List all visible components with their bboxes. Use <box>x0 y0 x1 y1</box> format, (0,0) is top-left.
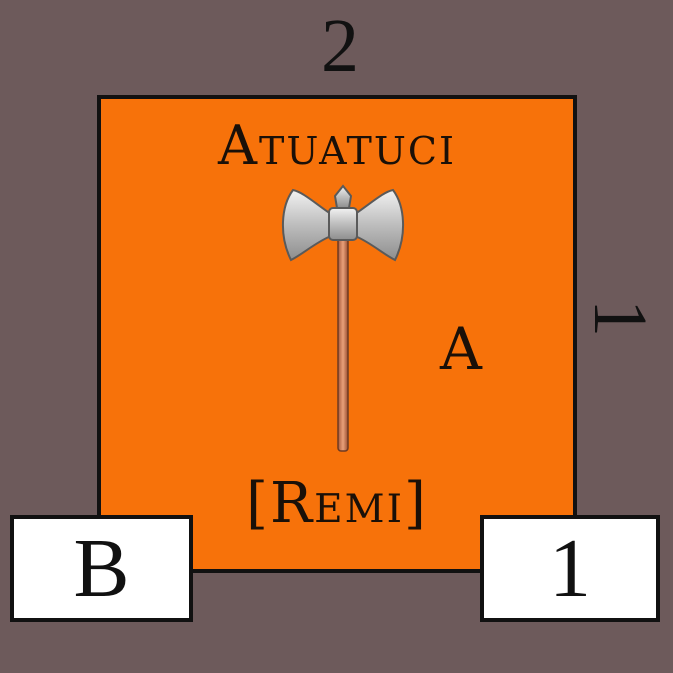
battle-axe-icon <box>281 184 405 452</box>
right-value-box: 1 <box>480 515 660 622</box>
patron-label: [Remi] <box>246 471 428 536</box>
side-value: 1 <box>578 299 662 337</box>
tribe-counter[interactable]: Atuatuci A [Remi] <box>97 95 577 573</box>
left-value-box: B <box>10 515 193 622</box>
top-value: 2 <box>321 4 359 88</box>
class-letter: A <box>440 315 482 383</box>
tribe-name: Atuatuci <box>217 114 457 177</box>
